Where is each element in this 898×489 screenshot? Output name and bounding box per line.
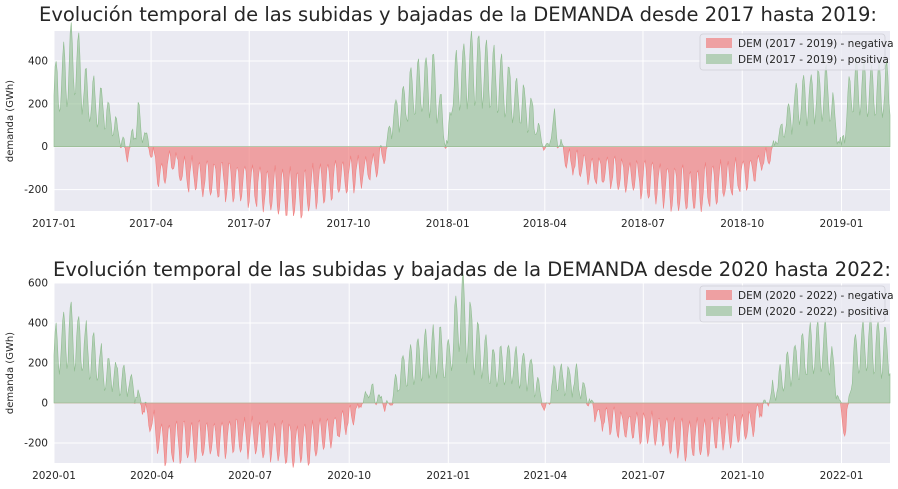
legend-box-2 bbox=[699, 285, 886, 323]
x-tick-label: 2019-01 bbox=[820, 218, 864, 230]
chart-title-1: Evolución temporal de las subidas y baja… bbox=[39, 3, 877, 26]
y-tick-label: 200 bbox=[28, 98, 48, 110]
x-tick-label: 2018-01 bbox=[426, 218, 470, 230]
legend-label-positiva-1: DEM (2017 - 2019) - positiva bbox=[738, 54, 889, 66]
x-tick-label: 2017-04 bbox=[129, 218, 173, 230]
y-tick-labels-1: -200 0 200 400 bbox=[24, 56, 48, 197]
x-tick-label: 2021-04 bbox=[523, 470, 567, 482]
legend-label-negativa-2: DEM (2020 - 2022) - negativa bbox=[738, 290, 894, 302]
legend-label-positiva-2: DEM (2020 - 2022) - positiva bbox=[738, 306, 889, 318]
legend-swatch-positiva-2 bbox=[706, 306, 732, 316]
y-axis-label-2: demanda (GWh) bbox=[5, 332, 16, 414]
areas-2 bbox=[53, 274, 891, 468]
area-positiva bbox=[53, 274, 891, 404]
chart-title-2: Evolución temporal de las subidas y baja… bbox=[53, 258, 891, 281]
chart-panel-1: Evolución temporal de las subidas y baja… bbox=[5, 3, 894, 230]
legend-swatch-negativa-2 bbox=[706, 290, 732, 300]
legend-swatch-negativa-1 bbox=[706, 38, 732, 48]
x-tick-label: 2020-04 bbox=[130, 470, 174, 482]
x-tick-label: 2021-10 bbox=[720, 470, 764, 482]
y-tick-label: 400 bbox=[28, 56, 48, 68]
area-positiva bbox=[53, 22, 891, 148]
x-tick-label: 2021-01 bbox=[426, 470, 470, 482]
legend-swatch-positiva-1 bbox=[706, 54, 732, 64]
y-tick-label: 0 bbox=[41, 398, 48, 410]
legend-box-1 bbox=[699, 33, 886, 71]
y-tick-label: 200 bbox=[28, 358, 48, 370]
x-tick-label: 2020-01 bbox=[32, 470, 76, 482]
x-tick-label: 2020-10 bbox=[327, 470, 371, 482]
x-tick-label: 2021-07 bbox=[621, 470, 665, 482]
x-tick-labels-2: 2020-01 2020-04 2020-07 2020-10 2021-01 2021-… bbox=[32, 470, 863, 482]
y-tick-label: 0 bbox=[41, 141, 48, 153]
y-tick-label: 600 bbox=[28, 278, 48, 290]
x-tick-label: 2017-10 bbox=[327, 218, 371, 230]
y-tick-label: 400 bbox=[28, 318, 48, 330]
y-tick-label: -200 bbox=[24, 184, 48, 196]
y-tick-labels-2: -200 0 200 400 600 bbox=[24, 278, 48, 450]
legend-label-negativa-1: DEM (2017 - 2019) - negativa bbox=[738, 38, 894, 50]
x-tick-labels-1: 2017-01 2017-04 2017-07 2017-10 2018-01 2018-… bbox=[32, 218, 863, 230]
x-tick-label: 2018-04 bbox=[523, 218, 567, 230]
x-tick-label: 2020-07 bbox=[228, 470, 272, 482]
y-axis-label-1: demanda (GWh) bbox=[5, 80, 16, 162]
x-tick-label: 2017-07 bbox=[227, 218, 271, 230]
legend-1: DEM (2017 - 2019) - negativa DEM (2017 -… bbox=[699, 33, 894, 71]
areas-1 bbox=[53, 22, 891, 219]
y-tick-label: -200 bbox=[24, 438, 48, 450]
x-tick-label: 2017-01 bbox=[32, 218, 76, 230]
x-tick-label: 2018-10 bbox=[720, 218, 764, 230]
x-tick-label: 2022-01 bbox=[820, 470, 864, 482]
x-tick-label: 2018-07 bbox=[621, 218, 665, 230]
chart-panel-2: Evolución temporal de las subidas y baja… bbox=[5, 258, 894, 482]
legend-2: DEM (2020 - 2022) - negativa DEM (2020 -… bbox=[699, 285, 894, 323]
